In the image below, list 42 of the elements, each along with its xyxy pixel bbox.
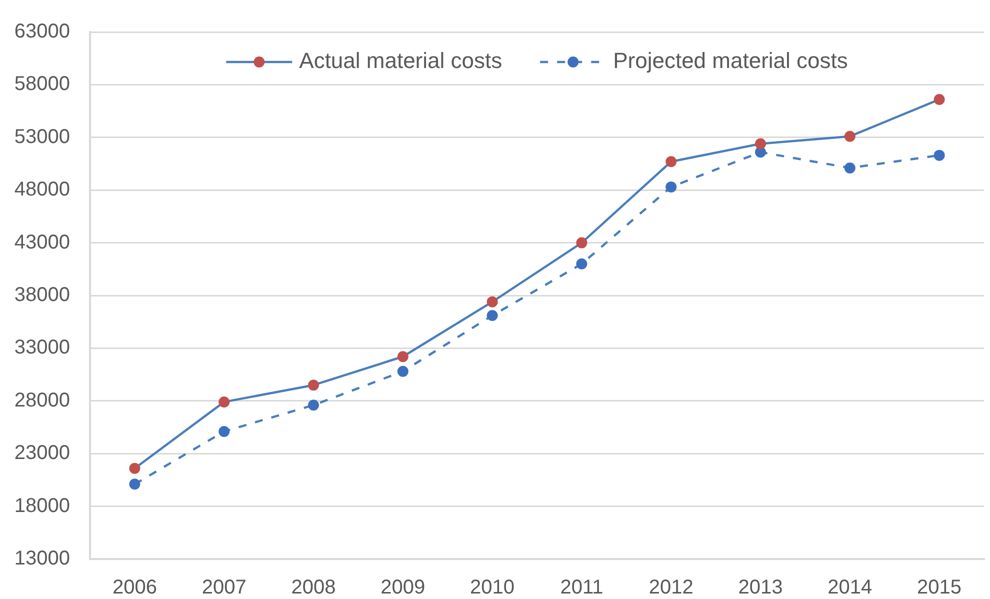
y-tick-label: 18000 bbox=[14, 494, 70, 517]
y-tick-label: 28000 bbox=[14, 389, 70, 412]
y-tick-label: 48000 bbox=[14, 178, 70, 201]
point bbox=[844, 162, 856, 174]
point bbox=[576, 258, 588, 270]
legend-label: Projected material costs bbox=[613, 48, 848, 74]
x-tick-label: 2013 bbox=[738, 576, 783, 599]
x-tick-label: 2015 bbox=[917, 576, 962, 599]
y-tick-label: 23000 bbox=[14, 442, 70, 464]
y-tick-label: 13000 bbox=[14, 548, 70, 570]
x-tick-label: 2012 bbox=[648, 576, 694, 599]
x-tick-label: 2010 bbox=[470, 576, 515, 599]
point bbox=[486, 296, 498, 308]
point bbox=[666, 181, 677, 192]
x-tick-label: 2006 bbox=[112, 576, 157, 599]
point bbox=[486, 310, 498, 322]
point bbox=[397, 366, 408, 377]
y-tick-label: 63000 bbox=[14, 20, 70, 43]
legend-label: Actual material costs bbox=[299, 48, 502, 74]
point bbox=[755, 138, 766, 150]
point bbox=[844, 130, 856, 142]
point bbox=[308, 400, 319, 411]
point bbox=[934, 150, 945, 161]
y-tick-label: 33000 bbox=[14, 336, 70, 359]
y-tick-label: 58000 bbox=[14, 73, 70, 96]
point bbox=[218, 426, 230, 437]
x-tick-label: 2009 bbox=[380, 576, 426, 599]
point bbox=[129, 462, 140, 474]
point bbox=[576, 237, 588, 248]
y-tick-label: 38000 bbox=[14, 284, 70, 306]
point bbox=[129, 478, 140, 490]
point bbox=[666, 156, 677, 168]
point bbox=[308, 380, 319, 391]
y-tick-label: 43000 bbox=[14, 231, 70, 254]
point bbox=[397, 351, 408, 362]
x-tick-label: 2008 bbox=[291, 576, 336, 599]
point bbox=[934, 94, 945, 105]
x-tick-label: 2007 bbox=[202, 576, 246, 599]
point bbox=[218, 396, 230, 408]
x-tick-label: 2011 bbox=[560, 576, 604, 599]
y-tick-label: 53000 bbox=[14, 126, 70, 148]
x-tick-label: 2014 bbox=[828, 576, 872, 599]
